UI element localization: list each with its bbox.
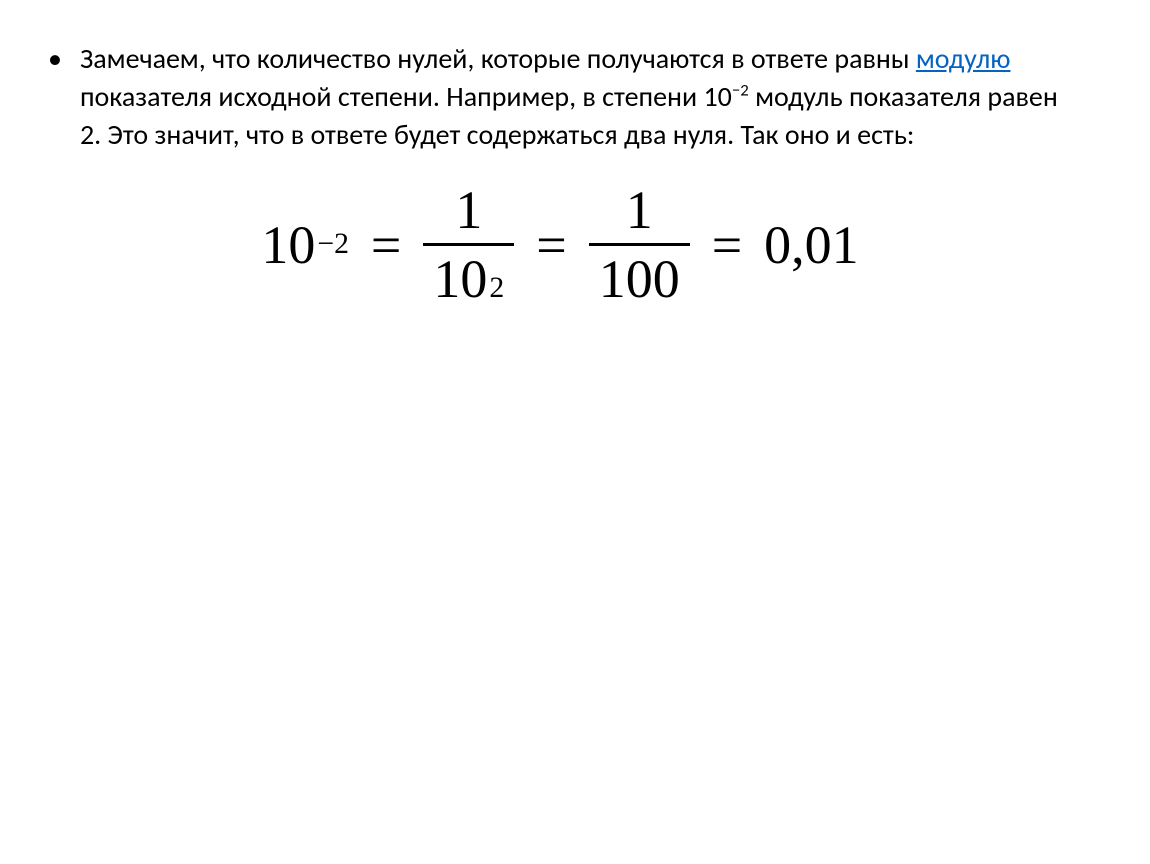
text-segment-1: Замечаем, что количество нулей, которые … xyxy=(80,41,916,76)
numerator-1b: 1 xyxy=(616,181,663,239)
denominator-10sq: 102 xyxy=(423,250,514,308)
fraction-1-over-100: 1 100 xyxy=(589,181,690,308)
term-ten-neg2: 10−2 xyxy=(261,214,349,276)
equals-3: = xyxy=(708,214,746,276)
result-value: 0,01 xyxy=(764,214,859,276)
fraction-bar-2 xyxy=(589,243,690,246)
equals-1: = xyxy=(367,214,405,276)
slide: • Замечаем, что количество нулей, которы… xyxy=(0,0,1150,864)
base-10: 10 xyxy=(261,214,315,276)
inline-exponent: −2 xyxy=(732,79,749,100)
fraction-bar-1 xyxy=(423,243,514,246)
text-segment-2: показателя исходной степени. Например, в… xyxy=(80,79,732,114)
formula: 10−2 = 1 102 = 1 100 = 0,01 xyxy=(261,181,858,308)
exponent-neg2: −2 xyxy=(317,228,349,261)
paragraph: Замечаем, что количество нулей, которые … xyxy=(80,40,1080,153)
numerator-1a: 1 xyxy=(445,181,492,239)
bullet-marker: • xyxy=(48,40,62,78)
denominator-100: 100 xyxy=(589,250,690,308)
den-exp-2: 2 xyxy=(489,274,504,304)
fraction-1-over-10sq: 1 102 xyxy=(423,181,514,308)
bullet-item: • Замечаем, что количество нулей, которы… xyxy=(40,40,1080,153)
equals-2: = xyxy=(532,214,570,276)
formula-container: 10−2 = 1 102 = 1 100 = 0,01 xyxy=(40,181,1080,308)
link-modulus[interactable]: модулю xyxy=(916,41,1011,76)
den-base-10: 10 xyxy=(433,252,487,306)
